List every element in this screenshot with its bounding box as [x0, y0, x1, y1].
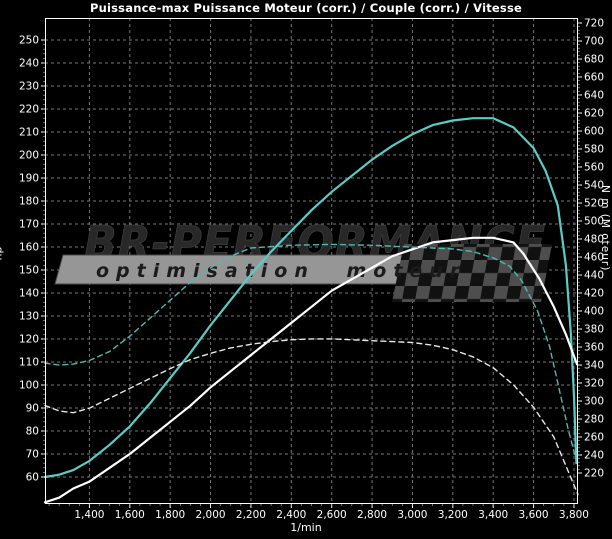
curve-1: [43, 236, 579, 504]
svg-text:3,400: 3,400: [478, 509, 508, 521]
svg-text:440: 440: [584, 270, 604, 282]
curve-2: [44, 243, 577, 461]
banner-text: optimisation moteur: [96, 260, 466, 282]
svg-text:280: 280: [584, 414, 604, 426]
svg-text:1,800: 1,800: [155, 509, 185, 521]
curves-layer: [43, 117, 579, 504]
svg-text:2,200: 2,200: [236, 509, 266, 521]
svg-text:60: 60: [26, 472, 39, 484]
svg-text:560: 560: [584, 162, 604, 174]
svg-text:3,200: 3,200: [438, 509, 468, 521]
checkered-flag: [392, 244, 552, 302]
svg-text:420: 420: [584, 288, 604, 300]
svg-text:400: 400: [584, 306, 604, 318]
svg-text:190: 190: [19, 173, 39, 185]
svg-text:220: 220: [19, 104, 39, 116]
svg-text:320: 320: [584, 378, 604, 390]
svg-text:360: 360: [584, 342, 604, 354]
svg-text:100: 100: [19, 380, 39, 392]
svg-text:540: 540: [584, 180, 604, 192]
svg-text:180: 180: [19, 196, 39, 208]
svg-text:110: 110: [19, 357, 39, 369]
svg-text:140: 140: [19, 288, 39, 300]
svg-text:200: 200: [19, 150, 39, 162]
svg-text:660: 660: [584, 72, 604, 84]
svg-text:380: 380: [584, 324, 604, 336]
svg-text:680: 680: [584, 54, 604, 66]
svg-text:600: 600: [584, 126, 604, 138]
svg-text:720: 720: [584, 18, 604, 30]
svg-text:1,400: 1,400: [74, 509, 104, 521]
svg-text:120: 120: [19, 334, 39, 346]
svg-text:3,800: 3,800: [559, 509, 589, 521]
curve-3: [44, 338, 579, 496]
svg-text:480: 480: [584, 234, 604, 246]
svg-text:240: 240: [19, 58, 39, 70]
svg-text:130: 130: [19, 311, 39, 323]
svg-text:150: 150: [19, 265, 39, 277]
svg-text:580: 580: [584, 144, 604, 156]
curve-0: [43, 117, 578, 479]
svg-text:80: 80: [26, 426, 39, 438]
svg-text:230: 230: [19, 81, 39, 93]
svg-text:700: 700: [584, 36, 604, 48]
svg-text:3,600: 3,600: [519, 509, 549, 521]
svg-text:340: 340: [584, 360, 604, 372]
svg-text:640: 640: [584, 90, 604, 102]
svg-text:2,400: 2,400: [276, 509, 306, 521]
svg-text:3,000: 3,000: [397, 509, 427, 521]
plot-frame: [45, 18, 578, 504]
svg-text:70: 70: [26, 449, 39, 461]
right-axis-label: N m (M oteur): [599, 185, 611, 272]
svg-text:1,600: 1,600: [115, 509, 145, 521]
svg-text:2,000: 2,000: [196, 509, 226, 521]
svg-text:220: 220: [584, 468, 604, 480]
svg-text:2,800: 2,800: [357, 509, 387, 521]
svg-text:460: 460: [584, 252, 604, 264]
svg-text:260: 260: [584, 432, 604, 444]
svg-text:210: 210: [19, 127, 39, 139]
x-axis-label: 1/min: [290, 521, 322, 534]
svg-text:170: 170: [19, 219, 39, 231]
svg-text:500: 500: [584, 216, 604, 228]
chart-title: Puissance-max Puissance Moteur (corr.) /…: [89, 1, 522, 15]
svg-text:160: 160: [19, 242, 39, 254]
svg-text:300: 300: [584, 396, 604, 408]
svg-text:90: 90: [26, 403, 39, 415]
svg-text:2,600: 2,600: [317, 509, 347, 521]
svg-text:240: 240: [584, 450, 604, 462]
axes-layer: 60 70 80 90 100 110 120 130 140 150 160 170 180 190 20…: [19, 18, 604, 522]
svg-text:250: 250: [19, 35, 39, 47]
svg-text:620: 620: [584, 108, 604, 120]
svg-text:520: 520: [584, 198, 604, 210]
